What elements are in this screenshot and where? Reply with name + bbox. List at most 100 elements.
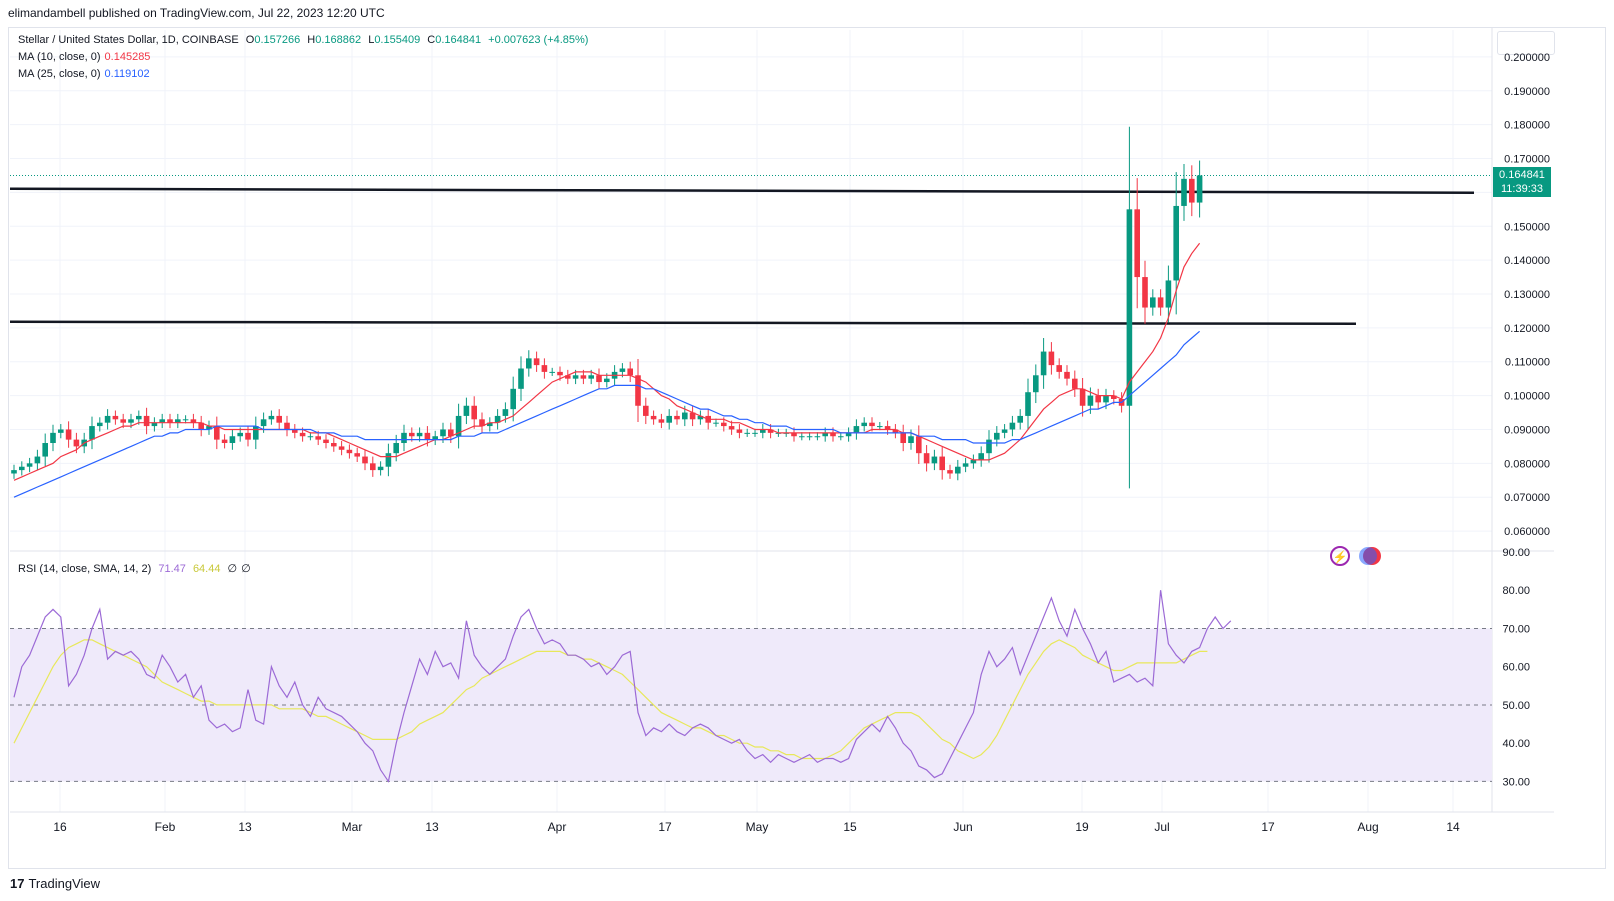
time-tick-label: 14	[1446, 820, 1460, 834]
rsi-tick-label: 70.00	[1502, 623, 1530, 635]
candle-body	[1150, 297, 1156, 308]
chart-frame[interactable]	[8, 27, 1606, 869]
candle-body	[635, 375, 641, 406]
price-tick-label: 0.090000	[1504, 424, 1550, 436]
candle-body	[151, 422, 158, 427]
time-tick-label: 13	[238, 820, 252, 834]
candle-body	[175, 419, 181, 423]
candle-body	[1134, 209, 1140, 278]
candle-body	[167, 419, 173, 423]
brand-name: TradingView	[28, 876, 101, 891]
candle-body	[1181, 178, 1187, 206]
ma25-legend: MA (25, close, 0) 0.119102	[18, 68, 150, 80]
rsi-lines	[13, 590, 1232, 783]
candle-body	[393, 443, 399, 454]
rsi-legend: RSI (14, close, SMA, 14, 2) 71.47 64.44 …	[18, 563, 251, 575]
candle-body	[307, 436, 314, 438]
candle-body	[962, 463, 969, 467]
price-tick-label: 0.190000	[1504, 86, 1550, 98]
candle-body	[650, 415, 657, 420]
candle-body	[1103, 395, 1109, 403]
candle-body	[518, 368, 524, 389]
candle-body	[1173, 205, 1179, 281]
candle-body	[838, 436, 844, 438]
candle-body	[502, 409, 509, 416]
candle-body	[292, 429, 298, 433]
candle-body	[440, 429, 446, 437]
candle-body	[346, 449, 353, 454]
candle-body	[986, 439, 992, 454]
time-tick-label: May	[746, 820, 769, 834]
event-icons: ⚡	[1330, 546, 1381, 566]
candle-body	[89, 426, 95, 440]
scale-settings-button[interactable]	[1497, 31, 1555, 55]
candle-body	[533, 358, 540, 366]
rsi-ma-value: 64.44	[192, 563, 221, 575]
candle-body	[627, 368, 633, 376]
rsi-line	[13, 590, 1232, 783]
close-value: 0.164841	[435, 34, 482, 46]
candle-body	[658, 419, 665, 423]
grid	[10, 28, 1554, 813]
candle-body	[338, 446, 345, 450]
candle-body	[689, 412, 696, 420]
high-value: 0.168862	[315, 34, 362, 46]
candle-body	[34, 456, 41, 464]
candle-body	[549, 371, 555, 373]
candle-body	[424, 432, 431, 440]
candle-body	[214, 426, 220, 440]
price-tick-label: 0.070000	[1504, 492, 1550, 504]
rsi-value: 71.47	[158, 563, 186, 575]
price-tick-label: 0.120000	[1504, 323, 1550, 335]
candle-body	[97, 422, 103, 427]
candle-body	[432, 436, 438, 440]
candle-body	[767, 429, 774, 433]
rsi-tick-label: 90.00	[1502, 547, 1530, 559]
candle-body	[463, 405, 470, 416]
ma25-line	[13, 330, 1200, 498]
candle-body	[73, 439, 80, 447]
candle-body	[206, 426, 212, 430]
candle-body	[931, 456, 938, 464]
candle-body	[760, 429, 766, 433]
candle-body	[276, 415, 282, 423]
candle-body	[26, 463, 33, 467]
candle-body	[268, 415, 275, 420]
candle-body	[923, 453, 930, 464]
candle-body	[994, 432, 1000, 440]
candle-body	[814, 436, 821, 438]
candle-body	[791, 432, 797, 437]
time-tick-label: Jul	[1154, 820, 1169, 834]
candle-body	[1142, 277, 1148, 308]
lightning-glyph: ⚡	[1333, 550, 1348, 564]
candle-body	[284, 422, 290, 430]
candle-body	[666, 415, 672, 423]
price-tick-label: 0.110000	[1505, 357, 1550, 369]
candle-body	[916, 436, 922, 454]
candle-body	[978, 453, 984, 460]
candle-body	[674, 415, 680, 420]
change-value: +0.007623 (+4.85%)	[488, 34, 589, 46]
time-tick-label: Mar	[342, 820, 363, 834]
price-tick-label: 0.060000	[1504, 526, 1550, 538]
candle-body	[370, 463, 376, 471]
candle-body	[237, 432, 243, 437]
candle-body	[526, 358, 532, 369]
flag-icon-back	[1359, 547, 1377, 565]
candle-body	[1056, 365, 1062, 372]
time-axis: 16 Feb 13 Mar 13 Apr 17 May 15 Jun 19 Jul 17 Aug 14	[53, 820, 1460, 834]
candle-body	[416, 432, 423, 437]
candle-body	[955, 466, 961, 474]
candle-body	[190, 419, 197, 423]
candle-body	[682, 412, 688, 420]
candle-body	[1157, 297, 1164, 308]
candle-body	[448, 429, 454, 437]
rsi-tick-label: 50.00	[1502, 700, 1530, 712]
candle-body	[401, 432, 407, 444]
price-tick-label: 0.140000	[1504, 255, 1550, 267]
candle-body	[315, 436, 321, 440]
countdown: 11:39:33	[1500, 183, 1543, 195]
rsi-ma-line	[13, 639, 1208, 760]
candle-body	[11, 470, 17, 474]
